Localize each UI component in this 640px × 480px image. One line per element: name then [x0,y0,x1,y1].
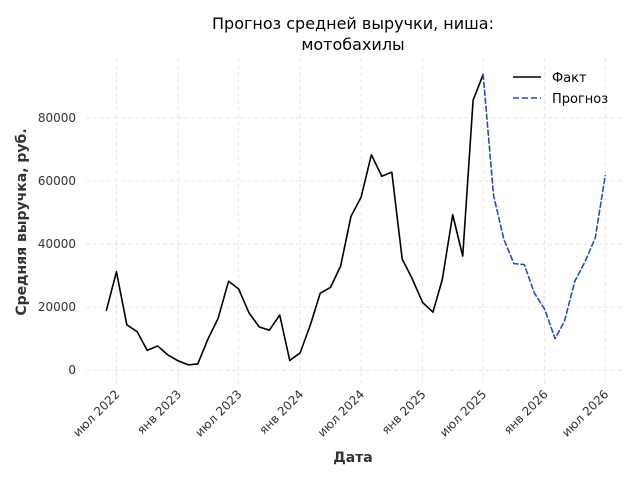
data-point-fact [136,331,138,333]
data-point-forecast [544,309,546,311]
data-point-fact [238,288,240,290]
data-point-forecast [604,175,606,177]
chart-title-line-2: мотобахилы [301,35,404,54]
x-axis-label: Дата [333,450,372,466]
y-axis-label: Средняя выручка, руб. [14,128,30,315]
data-point-forecast [584,261,586,263]
legend-label-forecast: Прогноз [552,92,608,107]
data-point-fact [116,271,118,273]
series-lines [105,73,607,366]
data-point-fact [452,214,454,216]
data-point-fact [319,292,321,294]
legend-label-fact: Факт [552,71,587,86]
data-point-forecast [503,239,505,241]
series-line-forecast [482,73,607,340]
grid [86,58,626,386]
data-point-fact [167,354,169,356]
data-point-fact [360,197,362,199]
data-point-fact [259,326,261,328]
data-point-fact [330,286,332,288]
data-point-fact [146,350,148,352]
data-point-fact [248,312,250,314]
data-point-fact [207,338,209,340]
data-point-forecast [534,292,536,294]
data-point-fact [157,345,159,347]
chart-title-line-1: Прогноз средней выручки, ниша: [212,14,494,33]
data-point-fact [432,311,434,313]
data-point-fact [177,360,179,362]
data-point-fact [401,258,403,260]
data-point-fact [411,278,413,280]
data-point-forecast [513,263,515,265]
data-point-forecast [482,74,484,76]
data-point-fact [188,364,190,366]
data-point-fact [340,265,342,267]
data-point-fact [310,324,312,326]
data-point-forecast [594,237,596,239]
data-point-fact [472,99,474,101]
y-tick-label: 40000 [38,237,76,251]
y-tick-label: 0 [68,363,76,377]
data-point-forecast [493,194,495,196]
data-point-fact [197,363,199,365]
data-point-fact [289,360,291,362]
data-point-fact [442,279,444,281]
data-point-fact [462,255,464,257]
data-point-fact [106,310,108,312]
data-point-fact [299,352,301,354]
y-axis-ticks: 0 20000 40000 60000 80000 [38,111,76,377]
y-tick-label: 20000 [38,300,76,314]
data-point-forecast [554,338,556,340]
data-point-fact [391,171,393,173]
data-point-fact [126,324,128,326]
data-point-forecast [574,280,576,282]
data-point-forecast [523,264,525,266]
y-tick-label: 60000 [38,174,76,188]
data-point-fact [350,216,352,218]
data-point-fact [381,175,383,177]
legend: Факт Прогноз [513,71,608,107]
series-line-fact [105,73,484,366]
data-point-fact [217,317,219,319]
data-point-fact [269,329,271,331]
data-point-fact [228,280,230,282]
data-point-fact [422,302,424,304]
data-point-fact [371,154,373,156]
y-tick-label: 80000 [38,111,76,125]
data-point-forecast [564,321,566,323]
data-point-fact [279,314,281,316]
